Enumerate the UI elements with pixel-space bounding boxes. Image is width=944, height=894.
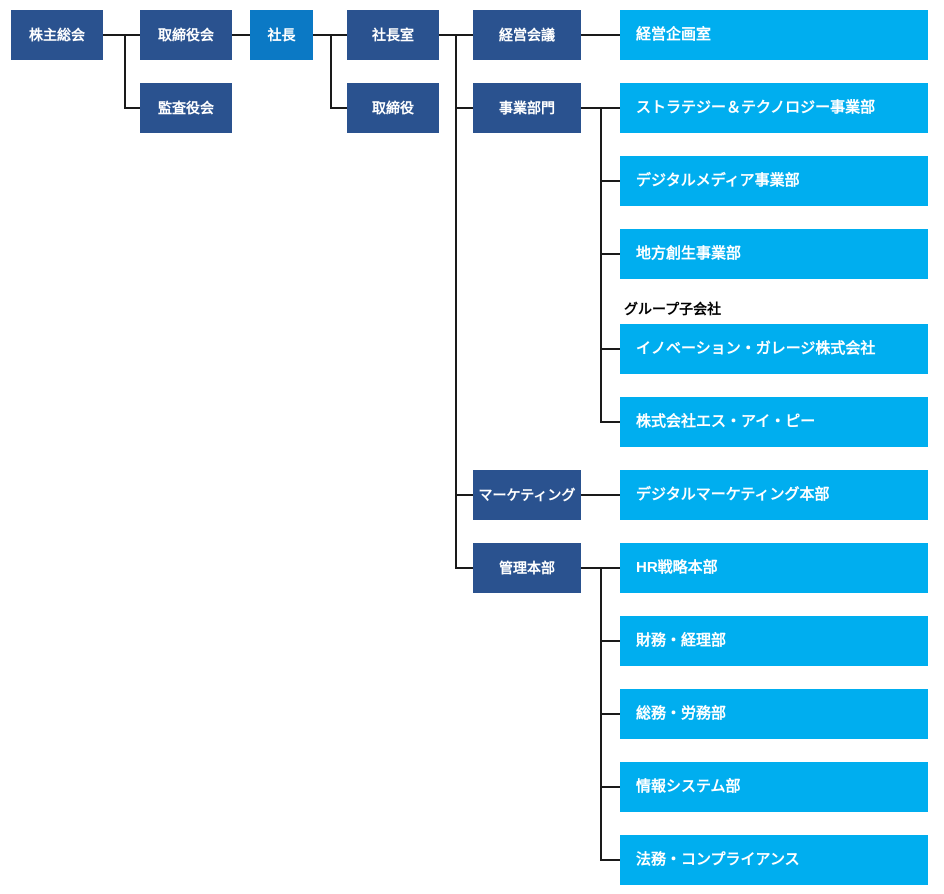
connector-to-management-council — [455, 34, 473, 36]
node-shareholders-meeting: 株主総会 — [11, 10, 103, 60]
connector-main-trunk — [455, 34, 457, 569]
node-digital-media-division: デジタルメディア事業部 — [620, 156, 928, 206]
connector-to-business-divisions — [455, 107, 473, 109]
connector-to-regional — [600, 253, 620, 255]
connector-to-president-office — [330, 34, 347, 36]
node-legal-compliance-dept: 法務・コンプライアンス — [620, 835, 928, 885]
node-audit-committee: 監査役会 — [140, 83, 232, 133]
node-management-council: 経営会議 — [473, 10, 581, 60]
node-president: 社長 — [250, 10, 313, 60]
connector-to-audit — [124, 107, 140, 109]
connector-business-trunk — [600, 107, 602, 423]
connector-to-sip — [600, 421, 620, 423]
connector-to-legal — [600, 859, 620, 861]
connector-office-to-trunk — [439, 34, 455, 36]
node-board-of-directors: 取締役会 — [140, 10, 232, 60]
node-regional-revitalization-division: 地方創生事業部 — [620, 229, 928, 279]
node-hr-strategy-hq: HR戦略本部 — [620, 543, 928, 593]
connector-to-information-systems — [600, 786, 620, 788]
node-business-divisions: 事業部門 — [473, 83, 581, 133]
group-subsidiaries-label: グループ子会社 — [624, 301, 722, 317]
connector-to-directors — [330, 107, 347, 109]
connector-to-administration-hq — [455, 567, 473, 569]
node-administration-hq: 管理本部 — [473, 543, 581, 593]
node-president-office: 社長室 — [347, 10, 439, 60]
node-finance-accounting-dept: 財務・経理部 — [620, 616, 928, 666]
connector-president-to-branch — [313, 34, 330, 36]
node-sip-inc: 株式会社エス・アイ・ピー — [620, 397, 928, 447]
connector-marketing-to-digital-marketing — [581, 494, 620, 496]
node-general-affairs-labor-dept: 総務・労務部 — [620, 689, 928, 739]
connector-to-digital-media — [600, 180, 620, 182]
node-information-systems-dept: 情報システム部 — [620, 762, 928, 812]
connector-council-to-planning — [581, 34, 620, 36]
connector-branch-board-audit — [124, 34, 126, 108]
connector-to-general-affairs — [600, 713, 620, 715]
node-marketing: マーケティング — [473, 470, 581, 520]
connector-shareholders-to-branch — [103, 34, 124, 36]
node-digital-marketing-hq: デジタルマーケティング本部 — [620, 470, 928, 520]
connector-to-marketing — [455, 494, 473, 496]
connector-to-finance — [600, 640, 620, 642]
connector-to-board — [124, 34, 140, 36]
connector-board-to-president — [232, 34, 250, 36]
node-directors: 取締役 — [347, 83, 439, 133]
connector-branch-office-directors — [330, 34, 332, 108]
connector-to-innovation-garage — [600, 348, 620, 350]
node-corporate-planning-office: 経営企画室 — [620, 10, 928, 60]
node-strategy-technology-division: ストラテジー＆テクノロジー事業部 — [620, 83, 928, 133]
node-innovation-garage: イノベーション・ガレージ株式会社 — [620, 324, 928, 374]
